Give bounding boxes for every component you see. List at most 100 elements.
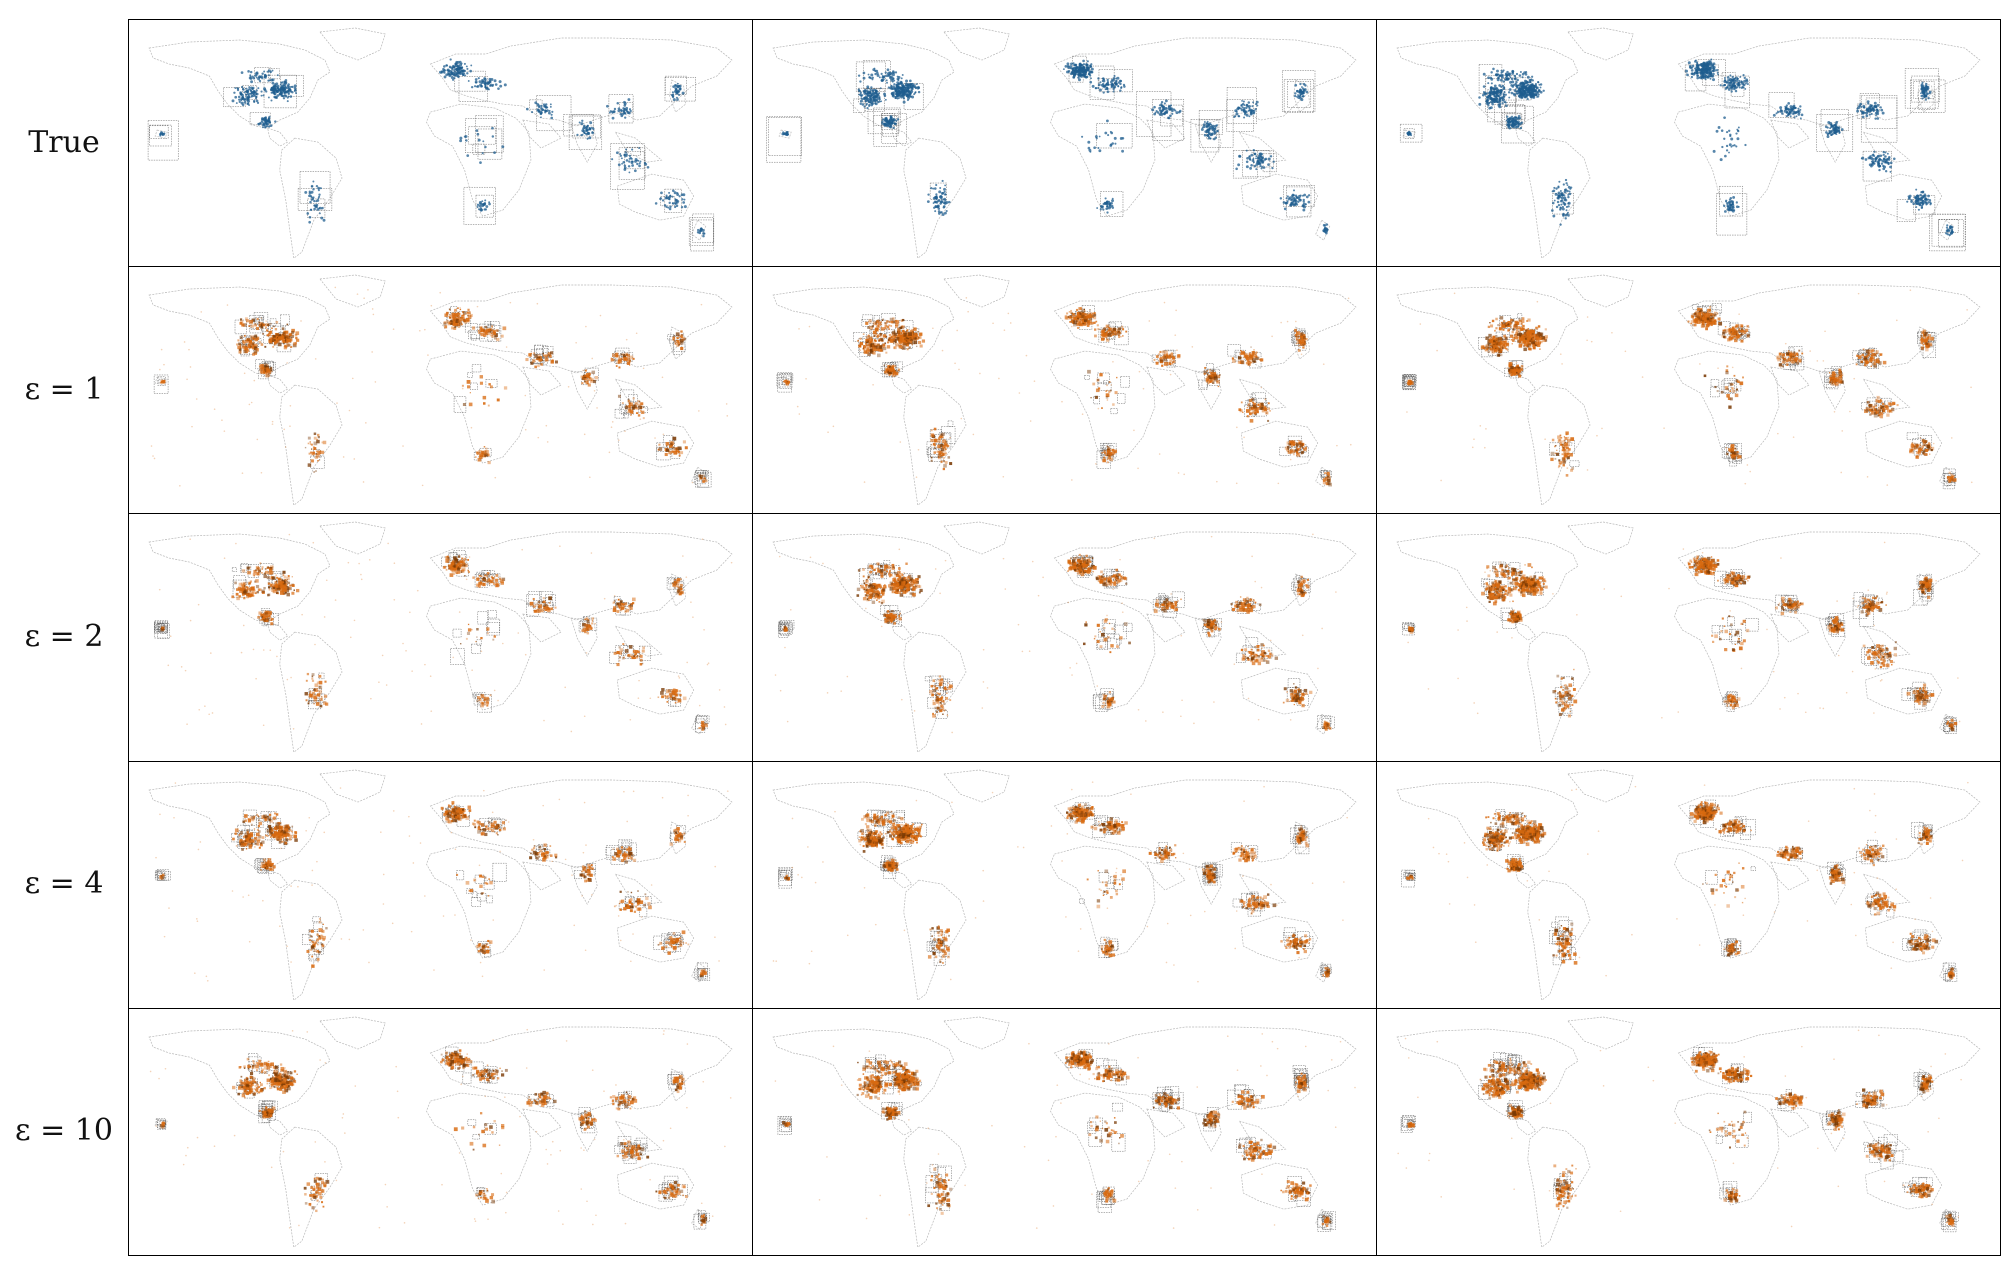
- location-point: [458, 323, 461, 326]
- location-point: [900, 339, 903, 342]
- location-point: [313, 441, 318, 446]
- location-point: [315, 453, 318, 456]
- location-point: [567, 386, 570, 388]
- location-point: [250, 343, 252, 346]
- partition-cell: [615, 348, 630, 364]
- location-point: [901, 338, 905, 343]
- location-point: [669, 205, 672, 208]
- location-point: [1701, 67, 1705, 71]
- location-point: [1738, 80, 1741, 83]
- location-point: [550, 351, 554, 355]
- partition-cell: [147, 120, 179, 161]
- location-point: [251, 75, 254, 78]
- location-point: [1709, 77, 1712, 80]
- location-point: [1530, 96, 1533, 99]
- location-point: [1485, 100, 1488, 103]
- location-point: [1249, 166, 1253, 170]
- location-point: [623, 166, 627, 170]
- location-point: [626, 354, 630, 358]
- location-point: [628, 171, 631, 174]
- location-point: [1876, 117, 1880, 120]
- location-point: [462, 318, 467, 323]
- location-point: [594, 376, 599, 380]
- location-point: [897, 330, 902, 334]
- location-point: [1151, 108, 1155, 112]
- world-map: [766, 27, 1357, 259]
- location-point: [866, 344, 870, 348]
- location-point: [286, 341, 289, 344]
- location-point: [478, 208, 481, 211]
- location-point: [1090, 70, 1093, 74]
- location-point: [1738, 86, 1741, 89]
- location-point: [869, 347, 871, 349]
- location-point: [1692, 72, 1696, 76]
- location-point: [1701, 62, 1704, 66]
- location-point: [1723, 116, 1726, 120]
- location-point: [300, 320, 302, 322]
- partition-cell: [1114, 326, 1129, 346]
- location-point: [858, 93, 861, 96]
- location-point: [466, 311, 469, 314]
- landmass-outline: [1396, 39, 1579, 129]
- location-point: [672, 336, 676, 340]
- partition-cell: [1097, 78, 1115, 90]
- location-point: [254, 94, 256, 97]
- location-point: [886, 81, 889, 84]
- location-point: [1271, 167, 1274, 170]
- location-point: [673, 446, 675, 449]
- location-point: [1691, 66, 1694, 69]
- location-point: [1241, 99, 1243, 102]
- location-point: [1211, 132, 1214, 135]
- location-point: [1493, 100, 1497, 104]
- location-point: [872, 96, 875, 99]
- location-point: [457, 316, 460, 319]
- location-point: [1517, 125, 1520, 128]
- location-point: [680, 341, 684, 345]
- location-point: [917, 331, 919, 333]
- location-point: [674, 198, 677, 201]
- location-point: [1511, 85, 1515, 88]
- location-point: [625, 353, 629, 357]
- location-point: [362, 481, 365, 483]
- location-point: [283, 346, 288, 350]
- location-point: [869, 350, 874, 354]
- location-point: [1200, 128, 1204, 131]
- location-point: [1925, 93, 1929, 96]
- location-point: [1487, 76, 1490, 80]
- location-point: [308, 190, 311, 193]
- location-point: [916, 337, 919, 340]
- location-point: [1724, 210, 1727, 213]
- location-point: [248, 325, 250, 328]
- partition-cell: [702, 470, 708, 477]
- location-point: [1086, 63, 1089, 66]
- partition-cell: [1911, 75, 1940, 103]
- location-point: [1304, 88, 1307, 91]
- location-point: [901, 337, 906, 341]
- location-point: [875, 89, 878, 93]
- location-point: [1539, 83, 1543, 86]
- location-point: [1889, 161, 1893, 165]
- location-point: [268, 375, 271, 377]
- location-point: [255, 89, 258, 92]
- partition-cell: [930, 449, 940, 458]
- location-point: [674, 343, 677, 345]
- location-point: [702, 234, 705, 238]
- location-point: [892, 126, 895, 130]
- partition-cell: [1279, 447, 1291, 457]
- location-point: [1870, 109, 1873, 112]
- partition-cell: [1250, 393, 1256, 399]
- partition-cell: [1716, 193, 1748, 236]
- location-point: [700, 304, 703, 306]
- location-point: [1082, 63, 1086, 66]
- location-point: [640, 410, 642, 412]
- location-point: [525, 107, 529, 111]
- location-point: [1490, 92, 1493, 95]
- location-point: [1487, 96, 1489, 99]
- location-point: [675, 448, 680, 453]
- location-point: [909, 82, 912, 86]
- location-point: [1563, 196, 1567, 200]
- location-point: [619, 154, 623, 157]
- location-point: [677, 446, 681, 451]
- location-point: [1119, 79, 1123, 83]
- location-point: [886, 120, 889, 123]
